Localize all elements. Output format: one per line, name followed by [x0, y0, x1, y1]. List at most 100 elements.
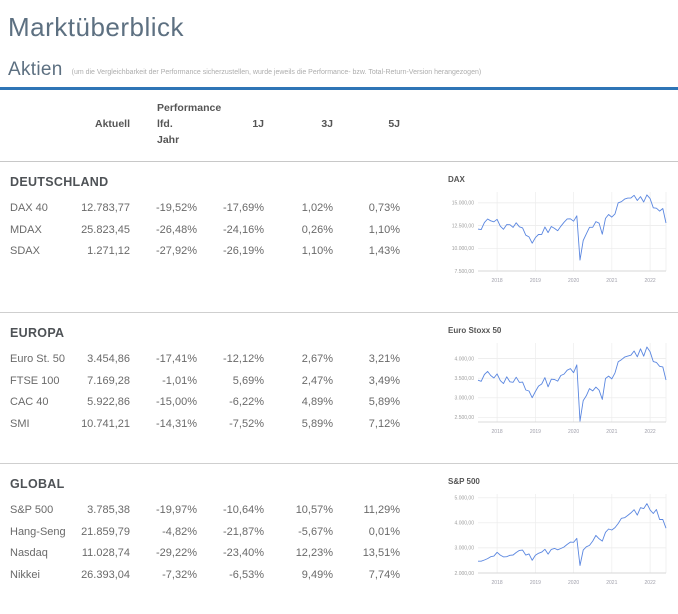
y-axis-tick-label: 4.000,00	[455, 356, 475, 362]
index-value: 2,67%	[301, 353, 333, 365]
column-5j: 5J	[388, 118, 400, 130]
price-line-series	[477, 194, 667, 261]
index-value: 5,89%	[368, 396, 400, 408]
index-value: -15,00%	[156, 396, 197, 408]
index-value: 7.169,28	[87, 374, 130, 387]
index-row: CAC 40 5.922,86 -15,00% -6,22% 4,89% 5,89%	[10, 392, 400, 414]
y-axis-tick-label: 4.000,00	[455, 521, 475, 527]
index-value: -4,82%	[162, 525, 197, 538]
index-name: Hang-Seng	[10, 525, 66, 538]
index-value: -17,69%	[223, 202, 264, 214]
index-name: SMI	[10, 417, 30, 430]
index-value: 0,26%	[301, 223, 333, 236]
column-3j: 3J	[321, 118, 333, 130]
index-value: -12,12%	[223, 353, 264, 365]
section-table: EUROPA Euro St. 50 3.454,86 -17,41% -12,12% 2…	[10, 326, 400, 463]
index-value: 7,12%	[368, 417, 400, 430]
y-axis-tick-label: 3.500,00	[455, 376, 475, 382]
y-axis-tick-label: 2.000,00	[455, 571, 475, 577]
performance-group-label: Performance	[157, 102, 222, 114]
index-value: -26,19%	[223, 245, 264, 257]
index-value: 9,49%	[301, 568, 333, 581]
x-axis-tick-label: 2020	[568, 429, 579, 435]
index-row: MDAX 25.823,45 -26,48% -24,16% 0,26% 1,10%	[10, 220, 400, 242]
line-chart: 4.000,00 3.500,00 3.000,00 2.500,00 2018 2019…	[455, 343, 667, 435]
y-axis-tick-label: 7.500,00	[455, 269, 475, 275]
index-row: S&P 500 3.785,38 -19,97% -10,64% 10,57% 11,29…	[10, 500, 400, 522]
index-value: -6,22%	[229, 396, 264, 408]
page-title: Marktüberblick	[8, 12, 185, 42]
aktien-subheader: Aktien (um die Vergleichbarkeit der Perf…	[8, 59, 678, 81]
section-heading: EUROPA	[10, 326, 65, 340]
index-row: Euro St. 50 3.454,86 -17,41% -12,12% 2,67% 3,…	[10, 349, 400, 371]
section-table: GLOBAL S&P 500 3.785,38 -19,97% -10,64% 10,57…	[10, 477, 400, 614]
section-heading: DEUTSCHLAND	[10, 175, 109, 189]
performance-note: (um die Vergleichbarkeit der Performance…	[71, 69, 482, 76]
index-value: 10.741,21	[81, 417, 130, 430]
y-axis-tick-label: 15.000,00	[452, 201, 474, 207]
index-value: 1,10%	[368, 223, 400, 236]
x-axis-tick-label: 2020	[568, 580, 579, 586]
price-line-series	[477, 346, 667, 422]
index-value: 4,89%	[301, 396, 333, 408]
index-value: -19,52%	[156, 202, 197, 214]
market-sections: DEUTSCHLAND DAX 40 12.783,77 -19,52% -17,69%…	[0, 162, 678, 614]
index-name: CAC 40	[10, 396, 49, 408]
index-value: 0,73%	[368, 202, 400, 214]
index-value: 2,47%	[301, 374, 333, 387]
x-axis-tick-label: 2019	[530, 580, 541, 586]
index-name: FTSE 100	[10, 374, 60, 387]
index-value: 3.785,38	[87, 504, 130, 516]
x-axis-tick-label: 2021	[606, 580, 617, 586]
index-value: -27,92%	[156, 245, 197, 257]
section-divider	[0, 312, 678, 313]
y-axis-tick-label: 10.000,00	[452, 246, 474, 252]
index-name: Nikkei	[10, 568, 40, 581]
section-divider	[0, 463, 678, 464]
index-value: -7,52%	[229, 417, 264, 430]
x-axis-tick-label: 2019	[530, 278, 541, 284]
x-axis-tick-label: 2018	[492, 580, 503, 586]
chart-panel-europa: Euro Stoxx 50 4.000,00 3.500,00 3.000,00 2.5…	[448, 326, 670, 463]
column-lfd-jahr: lfd. Jahr	[157, 118, 180, 146]
name-column-spacer	[10, 116, 72, 148]
y-axis-tick-label: 5.000,00	[455, 496, 475, 502]
y-axis-tick-label: 2.500,00	[455, 415, 475, 421]
index-row: Hang-Seng 21.859,79 -4,82% -21,87% -5,67% 0,0…	[10, 522, 400, 544]
market-section-global: GLOBAL S&P 500 3.785,38 -19,97% -10,64% 10,57…	[0, 464, 678, 614]
chart-title: DAX	[448, 175, 465, 184]
index-value: 13,51%	[362, 547, 400, 559]
index-row: DAX 40 12.783,77 -19,52% -17,69% 1,02% 0,73%	[10, 198, 400, 220]
x-axis-tick-label: 2020	[568, 278, 579, 284]
index-value: -10,64%	[223, 504, 264, 516]
index-value: 11,29%	[363, 504, 401, 516]
y-axis-tick-label: 3.000,00	[455, 546, 475, 552]
column-aktuell: Aktuell	[94, 118, 130, 130]
index-value: 1.271,12	[87, 245, 130, 257]
line-chart: 5.000,00 4.000,00 3.000,00 2.000,00 2018 2019…	[455, 494, 667, 586]
x-axis-tick-label: 2018	[492, 278, 503, 284]
table-column-headers: Performance Aktuell lfd. Jahr 1J 3J 5J	[0, 90, 678, 162]
index-value: 1,43%	[368, 245, 400, 257]
index-value: 5,69%	[232, 374, 264, 387]
index-row: FTSE 100 7.169,28 -1,01% 5,69% 2,47% 3,49%	[10, 371, 400, 393]
index-value: 3.454,86	[87, 353, 130, 365]
y-axis-tick-label: 12.500,00	[452, 223, 474, 229]
x-axis-tick-label: 2021	[606, 278, 617, 284]
index-value: 5,89%	[301, 417, 333, 430]
index-name: DAX 40	[10, 202, 48, 214]
index-name: SDAX	[10, 245, 40, 257]
index-value: -24,16%	[223, 223, 264, 236]
x-axis-tick-label: 2019	[530, 429, 541, 435]
x-axis-tick-label: 2018	[492, 429, 503, 435]
market-section-europa: EUROPA Euro St. 50 3.454,86 -17,41% -12,12% 2…	[0, 313, 678, 463]
index-value: 0,01%	[368, 525, 400, 538]
index-value: 1,02%	[301, 202, 333, 214]
chart-title: Euro Stoxx 50	[448, 326, 502, 335]
index-value: -23,40%	[223, 547, 264, 559]
index-row: SDAX 1.271,12 -27,92% -26,19% 1,10% 1,43%	[10, 241, 400, 263]
column-1j: 1J	[252, 118, 264, 130]
index-value: -29,22%	[156, 547, 197, 559]
index-value: 10,57%	[295, 504, 333, 516]
index-value: -1,01%	[162, 374, 197, 387]
